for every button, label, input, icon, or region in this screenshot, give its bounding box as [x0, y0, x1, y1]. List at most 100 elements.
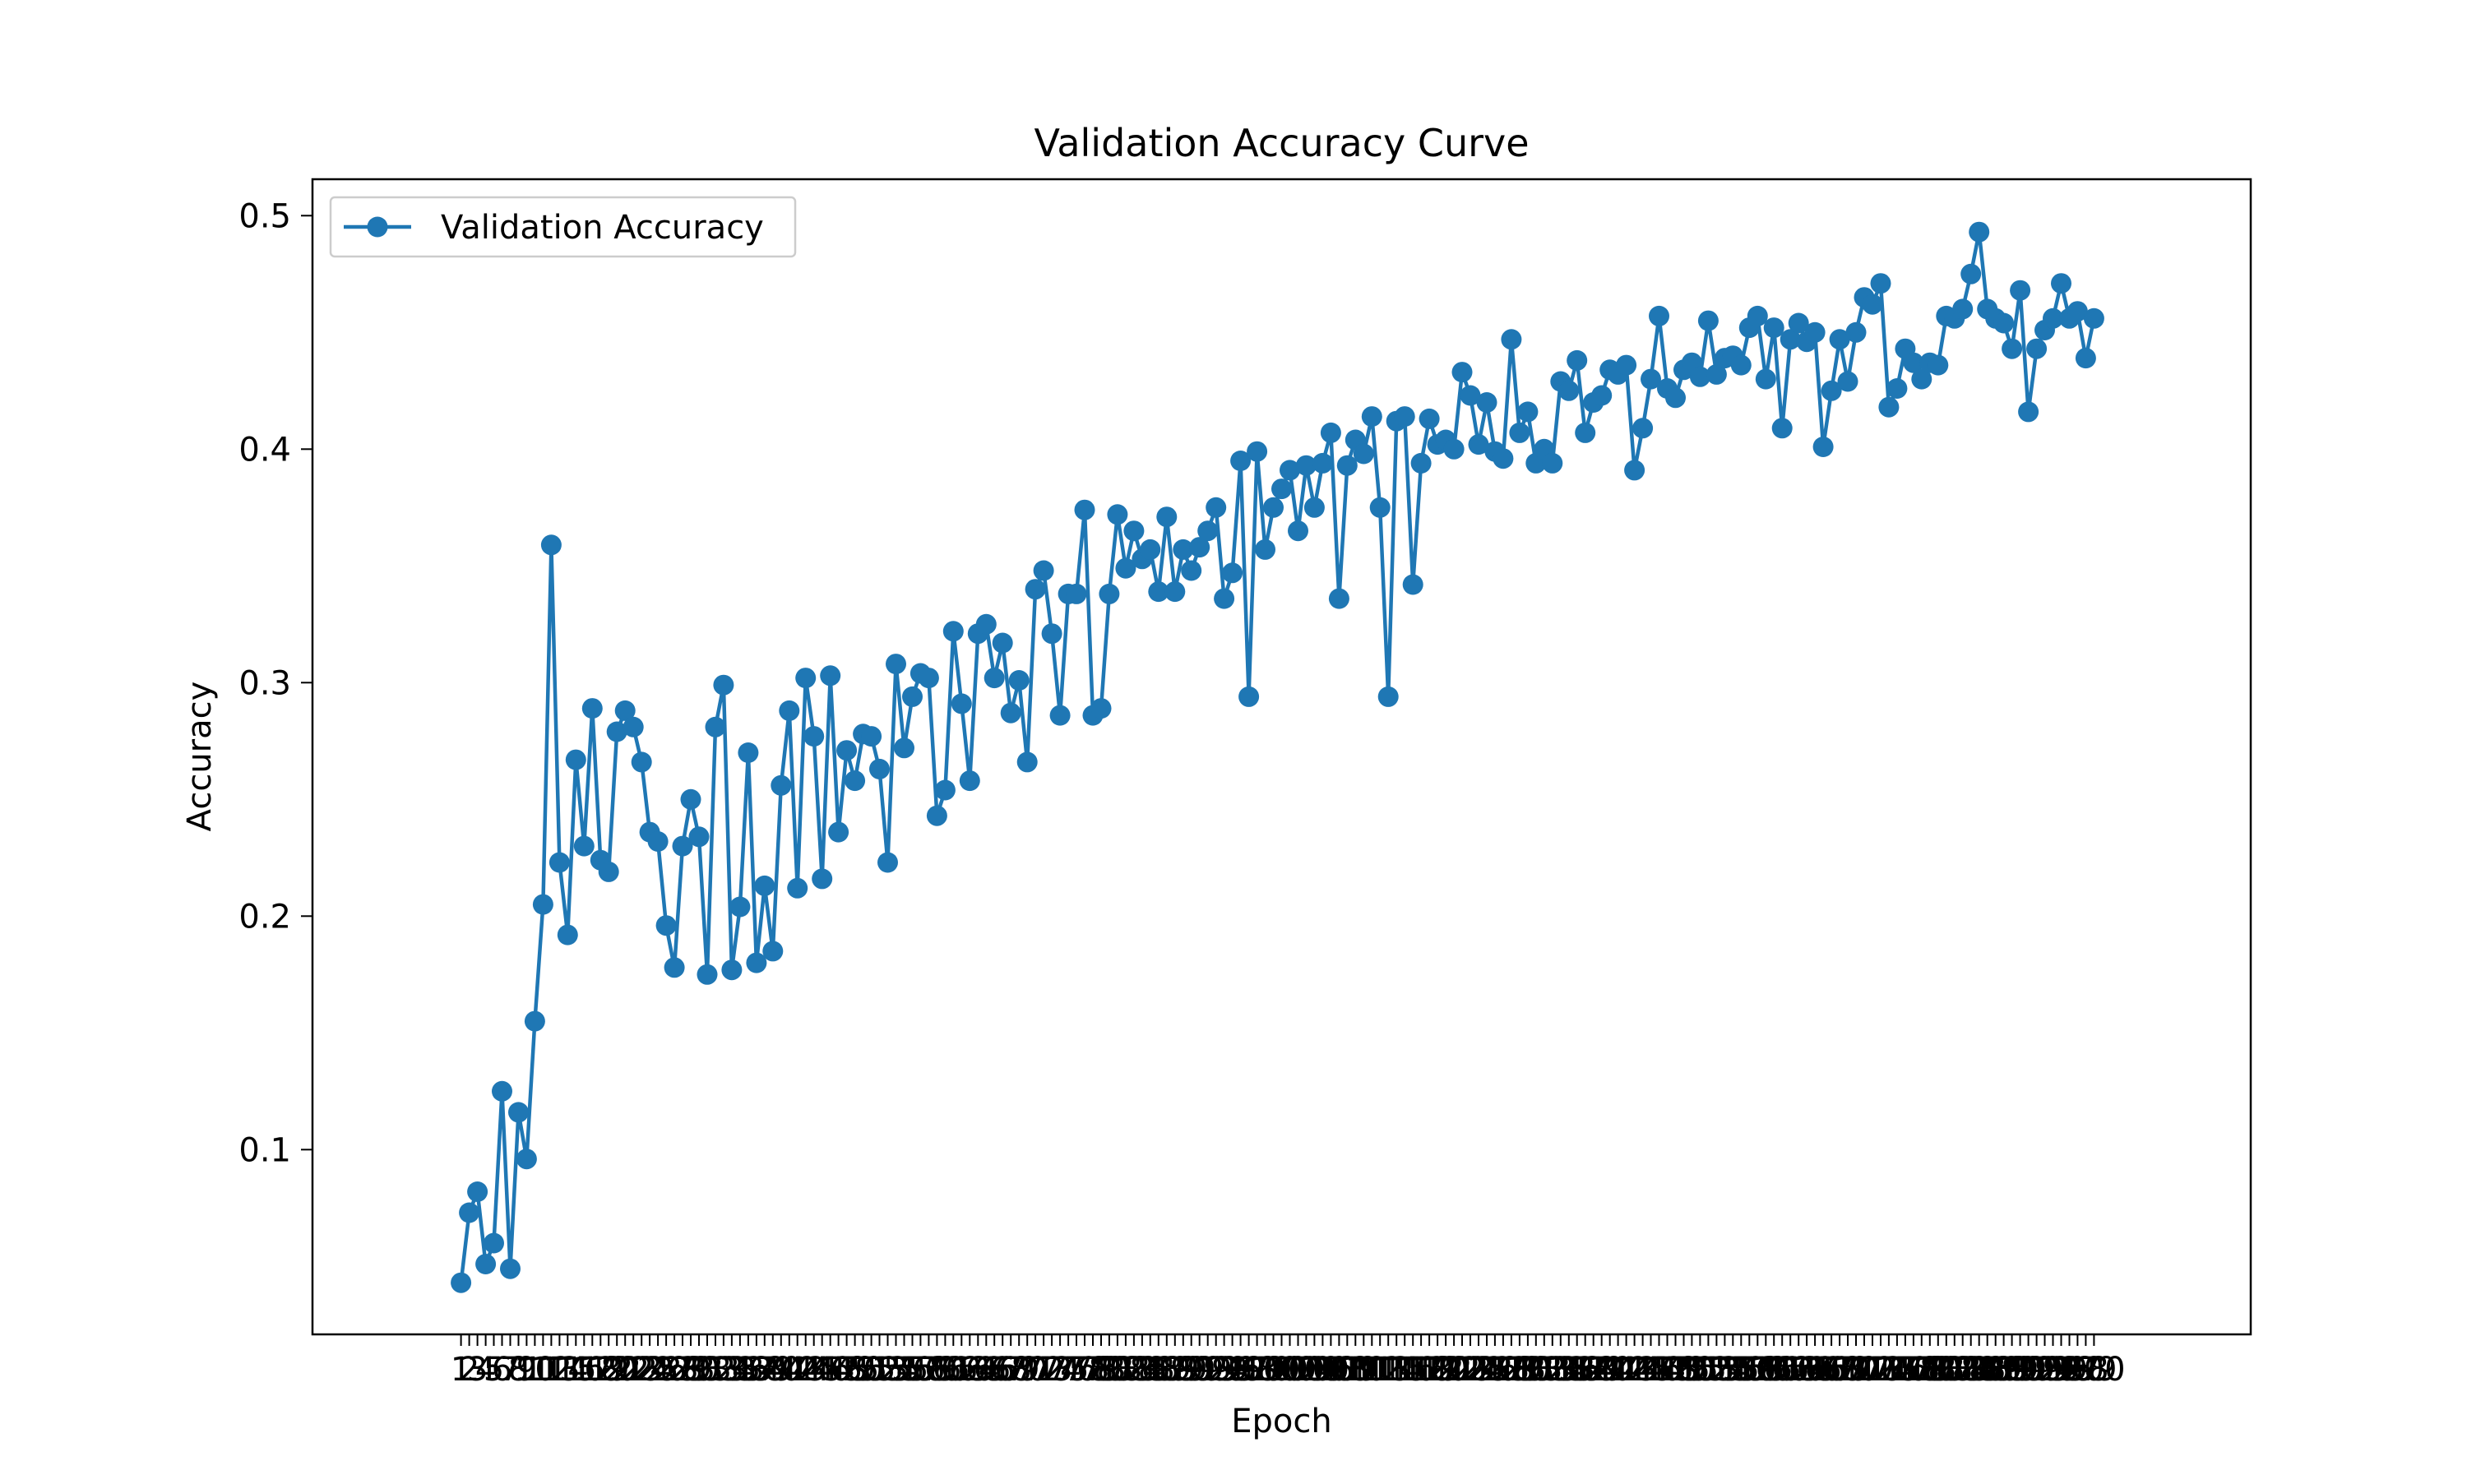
data-point	[721, 959, 743, 981]
x-tick-label: 177	[1874, 1351, 1937, 1389]
data-point	[1649, 305, 1669, 326]
x-tick-label: 49	[834, 1351, 876, 1389]
data-point	[2067, 301, 2088, 322]
x-tick-label: 88	[1154, 1351, 1196, 1389]
data-point	[1156, 506, 1178, 528]
x-tick-label: 59	[916, 1351, 958, 1389]
data-point	[1016, 751, 1038, 773]
data-point	[1074, 499, 1095, 520]
x-tick-label: 76	[1056, 1351, 1098, 1389]
x-tick-label: 2	[459, 1351, 479, 1389]
x-tick-label: 92	[1187, 1351, 1229, 1389]
x-tick-label: 144	[1603, 1351, 1665, 1389]
x-tick-label: 137	[1546, 1351, 1608, 1389]
data-point	[1821, 380, 1842, 401]
x-tick-label: 191	[1988, 1351, 2051, 1389]
x-tick-label: 22	[613, 1351, 655, 1389]
x-tick-label: 161	[1743, 1351, 1805, 1389]
x-tick-label: 10	[514, 1351, 556, 1389]
x-tick-label: 38	[743, 1351, 785, 1389]
x-tick-label: 28	[662, 1351, 704, 1389]
x-tick-label: 12	[530, 1351, 572, 1389]
x-tick-label: 108	[1308, 1351, 1370, 1389]
x-tick-label: 153	[1677, 1351, 1739, 1389]
x-tick-label: 106	[1291, 1351, 1354, 1389]
data-point	[1280, 460, 1300, 481]
x-tick-label: 169	[1808, 1351, 1871, 1389]
x-tick-label: 110	[1324, 1351, 1386, 1389]
data-point	[1230, 451, 1252, 471]
x-tick-label: 149	[1644, 1351, 1706, 1389]
data-point	[861, 726, 882, 747]
data-point	[532, 894, 553, 915]
x-tick-label: 53	[867, 1351, 909, 1389]
data-point	[1099, 583, 1120, 604]
x-tick-label: 85	[1129, 1351, 1171, 1389]
data-point	[664, 957, 685, 978]
x-tick-label: 109	[1316, 1351, 1378, 1389]
x-tick-label: 158	[1718, 1351, 1780, 1389]
data-point	[1206, 497, 1227, 518]
x-tick-label: 7	[500, 1351, 521, 1389]
x-tick-label: 36	[727, 1351, 769, 1389]
data-point	[688, 826, 710, 848]
data-point	[1689, 366, 1710, 387]
data-point	[1952, 298, 1974, 320]
data-point	[1993, 312, 2015, 334]
x-tick-label: 123	[1431, 1351, 1493, 1389]
data-point	[1911, 368, 1932, 390]
data-point	[1123, 520, 1145, 542]
data-point	[1624, 460, 1645, 481]
data-point	[1878, 396, 1900, 418]
data-point	[820, 665, 841, 687]
x-tick-label: 163	[1759, 1351, 1821, 1389]
x-tick-label: 145	[1611, 1351, 1673, 1389]
x-tick-label: 116	[1373, 1351, 1436, 1389]
x-tick-label: 174	[1849, 1351, 1912, 1389]
x-tick-label: 75	[1048, 1351, 1090, 1389]
x-tick-label: 96	[1220, 1351, 1261, 1389]
data-point	[697, 964, 718, 985]
data-point	[836, 740, 858, 761]
data-point	[459, 1202, 480, 1223]
x-tick-label: 154	[1685, 1351, 1747, 1389]
x-tick-label: 83	[1113, 1351, 1155, 1389]
data-point	[1288, 520, 1308, 542]
x-tick-label: 115	[1365, 1351, 1428, 1389]
x-tick-label: 185	[1940, 1351, 2002, 1389]
x-tick-label: 16	[563, 1351, 605, 1389]
data-point	[1960, 263, 1982, 284]
data-point	[1501, 329, 1522, 350]
data-point	[746, 952, 767, 973]
data-point	[573, 835, 595, 857]
x-tick-label: 62	[941, 1351, 983, 1389]
x-tick-label: 44	[793, 1351, 835, 1389]
data-point	[557, 924, 578, 945]
x-tick-label: 13	[539, 1351, 581, 1389]
x-tick-label: 45	[801, 1351, 843, 1389]
x-tick-label: 147	[1627, 1351, 1690, 1389]
x-tick-label: 198	[2046, 1351, 2108, 1389]
data-point	[1140, 539, 1161, 560]
data-point	[812, 868, 833, 890]
data-point	[2051, 273, 2071, 294]
x-tick-label: 33	[702, 1351, 744, 1389]
data-point	[1402, 574, 1423, 595]
legend-marker-swatch	[367, 216, 388, 238]
data-point	[606, 721, 627, 742]
data-point	[1632, 418, 1654, 439]
data-point	[984, 668, 1005, 689]
data-point	[1361, 406, 1382, 428]
x-tick-label: 150	[1652, 1351, 1715, 1389]
x-tick-label: 39	[752, 1351, 794, 1389]
x-tick-label: 70	[1007, 1351, 1048, 1389]
y-tick-label: 0.4	[238, 431, 291, 469]
x-tick-label: 151	[1660, 1351, 1723, 1389]
x-tick-label: 135	[1530, 1351, 1592, 1389]
data-point	[1222, 562, 1243, 584]
data-point	[484, 1232, 504, 1254]
data-point	[1812, 437, 1834, 457]
data-point	[975, 613, 997, 635]
data-point	[1008, 670, 1030, 691]
data-point	[894, 737, 914, 759]
